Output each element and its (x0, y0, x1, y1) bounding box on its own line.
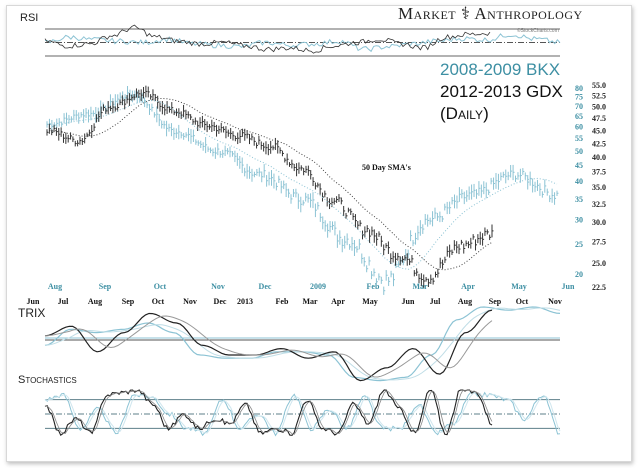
bkx-tick-label: 75 (575, 93, 583, 102)
stoch-gdx-line (44, 389, 493, 437)
trix-gdx-signal (44, 315, 493, 378)
bkx-x-tick: Feb (367, 282, 380, 291)
bkx-sma-line (46, 99, 558, 271)
gdx-tick-label: 27.5 (592, 238, 606, 247)
gdx-x-tick: Oct (516, 297, 529, 306)
stoch-gdx-signal (44, 389, 493, 435)
legend-gdx: 2012-2013 GDX (440, 82, 563, 101)
legend-daily: (Daily) (440, 104, 489, 123)
bkx-tick-label: 45 (575, 161, 583, 170)
bkx-tick-label: 40 (575, 177, 583, 186)
gdx-x-tick: Jun (402, 297, 415, 306)
gdx-x-tick: Apr (331, 297, 345, 306)
gdx-x-tick: Sep (489, 297, 502, 306)
gdx-x-tick: Sep (122, 297, 135, 306)
gdx-tick-label: 37.5 (592, 168, 606, 177)
legend-bkx: 2008-2009 BKX (440, 60, 561, 79)
bkx-x-tick: 2009 (310, 282, 326, 291)
gdx-tick-label: 42.5 (592, 139, 606, 148)
gdx-tick-label: 52.5 (592, 92, 606, 101)
gdx-x-tick: Aug (88, 297, 102, 306)
trix-gdx-line (44, 309, 493, 382)
gdx-x-tick: Mar (302, 297, 318, 306)
bkx-tick-label: 60 (575, 123, 583, 132)
gdx-x-tick: 2013 (237, 297, 253, 306)
gdx-x-tick: Dec (214, 297, 227, 306)
bkx-tick-label: 50 (575, 147, 583, 156)
trix-bkx-signal (44, 307, 561, 381)
rsi-bkx-line (44, 33, 561, 53)
sma-annotation: 50 Day SMA's (362, 163, 411, 172)
gdx-x-tick: Nov (548, 297, 562, 306)
gdx-x-tick: Jul (430, 297, 441, 306)
gdx-x-tick: Jul (58, 297, 69, 306)
gdx-x-tick: May (362, 297, 378, 306)
gdx-tick-label: 47.5 (592, 114, 606, 123)
trix-bkx-line (44, 306, 561, 382)
gdx-tick-label: 40.0 (592, 153, 606, 162)
gdx-tick-label: 35.0 (592, 183, 606, 192)
bkx-tick-label: 65 (575, 112, 583, 121)
gdx-x-tick: Feb (276, 297, 289, 306)
gdx-tick-label: 30.0 (592, 218, 606, 227)
bkx-x-tick: Dec (259, 282, 272, 291)
gdx-tick-label: 32.5 (592, 200, 606, 209)
bkx-x-tick: Apr (461, 282, 475, 291)
bkx-x-tick: Aug (48, 282, 62, 291)
gdx-x-tick: Jun (27, 297, 40, 306)
copyright: ©StockCharts.com (517, 28, 559, 34)
bkx-x-tick: Mar (412, 282, 428, 291)
stochastics-label: Stochastics (18, 374, 77, 386)
gdx-tick-label: 50.0 (592, 103, 606, 112)
bkx-tick-label: 55 (575, 134, 583, 143)
gdx-x-tick: Oct (152, 297, 165, 306)
gdx-sma-line (46, 98, 493, 271)
bkx-x-tick: May (511, 282, 527, 291)
bkx-x-tick: Nov (211, 282, 225, 291)
rsi-gdx-line (44, 24, 491, 54)
bkx-tick-label: 30 (575, 215, 583, 224)
rsi-label: RSI (20, 12, 39, 24)
bkx-tick-label: 20 (575, 270, 583, 279)
bkx-tick-label: 25 (575, 240, 583, 249)
gdx-x-tick: Nov (183, 297, 197, 306)
brand-logo: Market ⚕ Anthropology (398, 4, 583, 23)
bkx-tick-label: 35 (575, 195, 583, 204)
bkx-x-tick: Jun (562, 282, 575, 291)
trix-label: TRIX (18, 306, 46, 320)
bkx-x-tick: Oct (154, 282, 167, 291)
gdx-tick-label: 25.0 (592, 259, 606, 268)
gdx-tick-label: 22.5 (592, 283, 606, 292)
gdx-tick-label: 45.0 (592, 126, 606, 135)
bkx-x-tick: Sep (99, 282, 112, 291)
gdx-x-tick: Aug (458, 297, 472, 306)
chart-card (6, 5, 632, 462)
bkx-tick-label: 80 (575, 84, 583, 93)
gdx-tick-label: 55.0 (592, 81, 606, 90)
bkx-tick-label: 70 (575, 102, 583, 111)
